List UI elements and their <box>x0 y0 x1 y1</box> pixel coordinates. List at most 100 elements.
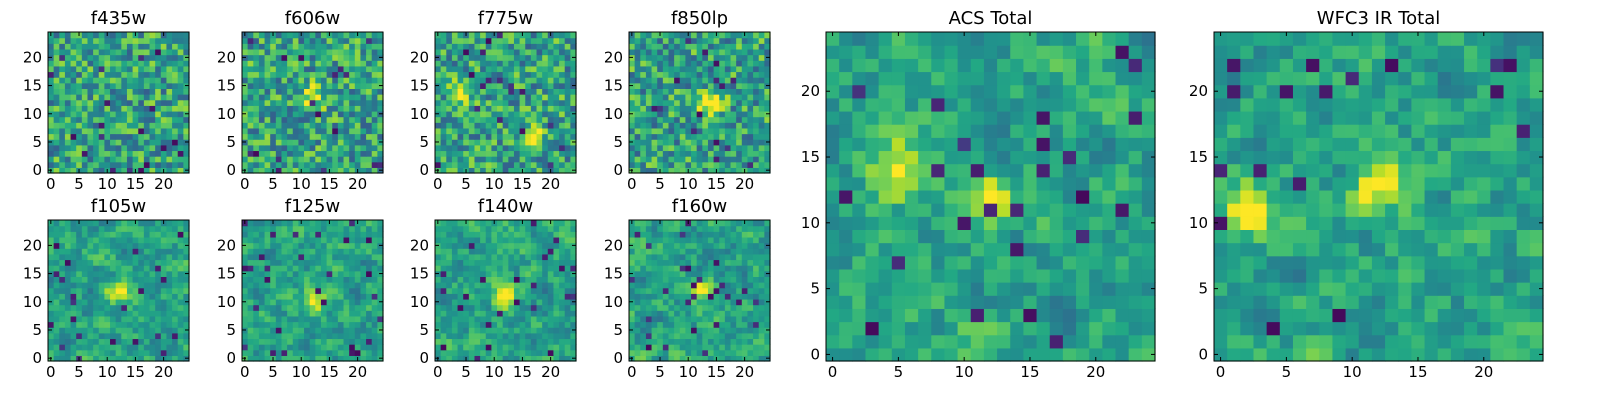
heatmap-cell <box>332 293 339 300</box>
heatmap-cell <box>713 110 720 118</box>
heatmap-cell <box>570 94 577 101</box>
heatmap-cell <box>559 225 566 232</box>
heatmap-cell <box>64 276 72 283</box>
heatmap-cell <box>547 321 555 328</box>
heatmap-cell <box>326 144 333 152</box>
heatmap-cell <box>764 287 771 294</box>
heatmap-cell <box>281 236 288 244</box>
heatmap-cell <box>64 349 72 356</box>
heatmap-cell <box>525 139 532 146</box>
heatmap-cell <box>258 315 266 323</box>
heatmap-cell <box>93 133 100 140</box>
heatmap-cell <box>115 270 122 277</box>
heatmap-cell <box>70 298 77 306</box>
heatmap-cell <box>491 253 498 261</box>
heatmap-cell <box>138 276 145 283</box>
heatmap-cell <box>691 156 698 163</box>
heatmap-cell <box>177 293 184 300</box>
heatmap-cell <box>320 167 328 174</box>
heatmap-cell <box>468 82 476 89</box>
heatmap-cell <box>719 276 726 283</box>
heatmap-cell <box>149 321 156 328</box>
heatmap-cell <box>657 293 664 300</box>
heatmap-cell <box>629 37 636 44</box>
heatmap-cell <box>691 65 698 73</box>
heatmap-cell <box>724 156 732 163</box>
heatmap-cell <box>304 110 311 118</box>
y-tick-label: 0 <box>226 161 236 179</box>
heatmap-cell <box>270 48 277 56</box>
heatmap-cell <box>366 161 373 168</box>
heatmap-cell <box>132 77 139 84</box>
heatmap-cell <box>497 43 504 50</box>
heatmap-cell <box>513 133 521 140</box>
heatmap-cell <box>287 77 294 84</box>
heatmap-cell <box>662 327 670 334</box>
heatmap-cell <box>143 327 151 334</box>
heatmap-cell <box>48 122 55 129</box>
heatmap-cell <box>463 99 470 106</box>
heatmap-cell <box>629 48 636 56</box>
heatmap-cell <box>132 259 139 266</box>
heatmap-cell <box>87 116 94 123</box>
heatmap-cell <box>679 139 686 146</box>
heatmap-cell <box>435 161 442 168</box>
heatmap-cell <box>547 259 555 266</box>
heatmap-cell <box>497 282 504 289</box>
heatmap-cell <box>629 94 636 101</box>
heatmap-cell <box>275 310 283 317</box>
heatmap-cell <box>747 48 754 56</box>
heatmap-cell <box>98 127 105 135</box>
heatmap-cell <box>155 293 162 300</box>
heatmap-cell <box>76 231 83 238</box>
heatmap-cell <box>81 37 89 44</box>
heatmap-cell <box>662 116 670 123</box>
heatmap-cell <box>741 332 749 340</box>
heatmap-cell <box>542 60 549 67</box>
heatmap-cell <box>502 310 509 317</box>
heatmap-cell <box>559 287 566 294</box>
heatmap-cell <box>93 43 100 50</box>
heatmap-cell <box>70 349 77 356</box>
heatmap-cell <box>730 355 737 362</box>
heatmap-cell <box>696 315 703 323</box>
heatmap-cell <box>87 265 94 272</box>
heatmap-cell <box>104 65 111 73</box>
heatmap-cell <box>736 287 743 294</box>
heatmap-cell <box>81 110 89 118</box>
heatmap-cell <box>98 220 105 227</box>
heatmap-cell <box>53 82 60 89</box>
y-tick-label: 15 <box>217 77 236 95</box>
heatmap-cell <box>166 60 173 67</box>
heatmap-cell <box>553 248 560 255</box>
heatmap-cell <box>110 110 117 118</box>
heatmap-cell <box>304 54 311 61</box>
heatmap-cell <box>275 127 283 135</box>
heatmap-cell <box>64 220 72 227</box>
heatmap-cell <box>81 293 89 300</box>
heatmap-cell <box>93 156 100 163</box>
heatmap-cell <box>491 321 498 328</box>
heatmap-cell <box>172 338 179 345</box>
heatmap-cell <box>513 110 521 118</box>
heatmap-cell <box>645 37 653 44</box>
heatmap-cell <box>480 253 487 261</box>
heatmap-cell <box>320 276 328 283</box>
heatmap-cell <box>508 161 515 168</box>
heatmap-cell <box>508 32 515 39</box>
heatmap-cell <box>98 287 105 294</box>
heatmap-cell <box>53 139 60 146</box>
heatmap-cell <box>143 332 151 340</box>
heatmap-cell <box>480 310 487 317</box>
heatmap-cell <box>474 82 481 89</box>
heatmap-cell <box>93 338 100 345</box>
heatmap-cell <box>149 77 156 84</box>
heatmap-cell <box>349 32 356 39</box>
heatmap-cell <box>115 242 122 249</box>
heatmap-cell <box>132 139 139 146</box>
heatmap-cell <box>281 355 288 362</box>
heatmap-cell <box>309 220 316 227</box>
heatmap-cell <box>713 344 720 351</box>
heatmap-cell <box>76 54 83 61</box>
heatmap-cell <box>155 77 162 84</box>
